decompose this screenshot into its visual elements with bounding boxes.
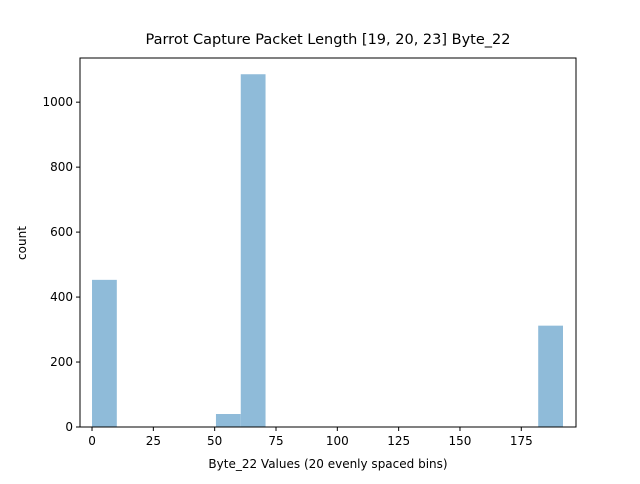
x-axis-label: Byte_22 Values (20 evenly spaced bins) (208, 457, 447, 471)
x-tick-label: 75 (268, 434, 283, 448)
x-tick-label: 175 (510, 434, 533, 448)
y-tick-label: 200 (50, 355, 73, 369)
x-tick-label: 0 (88, 434, 96, 448)
bar (215, 414, 241, 427)
y-axis-label: count (15, 226, 29, 260)
x-tick-label: 150 (449, 434, 472, 448)
y-tick-label: 0 (65, 420, 73, 434)
y-tick-label: 400 (50, 290, 73, 304)
x-tick-label: 25 (146, 434, 161, 448)
x-tick-label: 50 (207, 434, 222, 448)
y-tick-label: 600 (50, 225, 73, 239)
bar (538, 325, 563, 427)
x-tick-label: 100 (326, 434, 349, 448)
plot-frame (79, 57, 577, 428)
chart-title: Parrot Capture Packet Length [19, 20, 23… (146, 32, 511, 48)
bar (92, 279, 117, 427)
y-tick-label: 1000 (42, 95, 73, 109)
bar (240, 74, 266, 427)
y-tick-label: 800 (50, 160, 73, 174)
x-tick-label: 125 (387, 434, 410, 448)
